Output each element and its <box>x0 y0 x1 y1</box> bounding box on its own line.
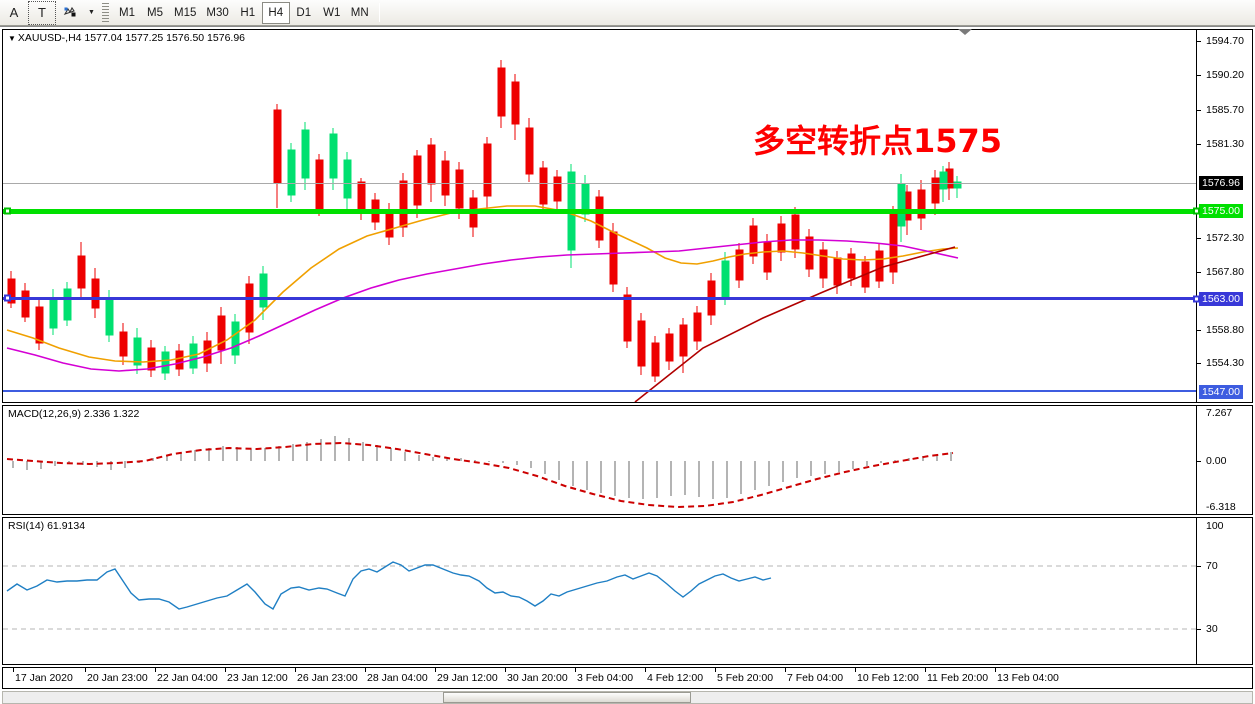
timeframe-m30[interactable]: M30 <box>206 6 229 19</box>
rsi-pane[interactable]: RSI(14) 61.9134 100 70 30 <box>2 517 1253 665</box>
rsi-series <box>3 561 1196 630</box>
time-tick-label: 30 Jan 20:00 <box>507 672 568 684</box>
text-label-tool-button[interactable]: T <box>28 0 56 25</box>
price-pane[interactable]: ▼ XAUUSD-,H4 1577.04 1577.25 1576.50 1576… <box>2 29 1253 403</box>
price-axis[interactable]: 1594.70 1590.20 1585.70 1581.30 1576.96 … <box>1193 30 1252 402</box>
horizontal-scrollbar[interactable] <box>2 691 1253 704</box>
timeframe-mn[interactable]: MN <box>350 6 369 19</box>
macd-tick-label: 7.267 <box>1206 407 1233 419</box>
text-label-icon: T <box>38 5 46 20</box>
price-tick-label: 1594.70 <box>1206 35 1244 47</box>
level-line-1575[interactable] <box>3 209 1196 214</box>
rsi-tick-label: 70 <box>1206 560 1218 572</box>
text-tool-button[interactable]: A <box>1 2 27 24</box>
time-tick-label: 4 Feb 12:00 <box>647 672 704 684</box>
level-anchor-1575[interactable] <box>4 207 11 215</box>
time-tick-label: 13 Feb 04:00 <box>997 672 1059 684</box>
rsi-plot[interactable] <box>3 518 1196 664</box>
level-handle-1575[interactable] <box>1193 207 1200 215</box>
time-tick-label: 10 Feb 12:00 <box>857 672 919 684</box>
price-tick-label: 1558.80 <box>1206 324 1244 336</box>
level-chip-1563[interactable]: 1563.00 <box>1193 292 1243 306</box>
pane-divider-marker[interactable] <box>958 29 972 35</box>
level-line-1547[interactable] <box>3 390 1196 392</box>
time-tick-label: 26 Jan 23:00 <box>297 672 358 684</box>
collapse-icon[interactable]: ▼ <box>8 34 16 43</box>
price-tick-label: 1581.30 <box>1206 138 1244 150</box>
time-tick-label: 17 Jan 2020 <box>15 672 73 684</box>
price-tick-label: 1567.80 <box>1206 266 1244 278</box>
macd-signal-line <box>6 441 954 509</box>
time-tick-label: 20 Jan 23:00 <box>87 672 148 684</box>
ma-fast-line <box>6 205 959 363</box>
time-tick-label: 28 Jan 04:00 <box>367 672 428 684</box>
price-plot[interactable] <box>3 30 1196 402</box>
time-axis[interactable]: 17 Jan 2020 20 Jan 23:00 22 Jan 04:00 23… <box>2 667 1253 689</box>
timeframe-m1[interactable]: M1 <box>119 6 135 19</box>
toolbar-drag-handle[interactable] <box>102 2 109 23</box>
text-tool-icon: A <box>9 5 19 20</box>
macd-tick-label: 0.00 <box>1206 455 1227 467</box>
level-handle-1563[interactable] <box>1193 295 1200 303</box>
macd-tick-label: -6.318 <box>1206 501 1236 513</box>
timeframe-h1[interactable]: H1 <box>240 6 256 19</box>
time-tick-label: 3 Feb 04:00 <box>577 672 634 684</box>
candlestick-series <box>6 60 962 402</box>
current-price-chip: 1576.96 <box>1199 176 1243 190</box>
scrollbar-thumb[interactable] <box>443 692 691 703</box>
time-tick-label: 29 Jan 12:00 <box>437 672 498 684</box>
timeframe-w1[interactable]: W1 <box>323 6 341 19</box>
macd-plot[interactable] <box>3 406 1196 514</box>
macd-title: MACD(12,26,9) 2.336 1.322 <box>8 408 140 420</box>
drawing-tools-icon <box>63 5 78 20</box>
timeframe-d1[interactable]: D1 <box>296 6 312 19</box>
rsi-title: RSI(14) 61.9134 <box>8 520 86 532</box>
price-tick-label: 1585.70 <box>1206 104 1244 116</box>
trendline <box>634 246 956 402</box>
price-tick-label: 1554.30 <box>1206 357 1244 369</box>
rsi-line <box>6 561 772 610</box>
timeframe-m5[interactable]: M5 <box>147 6 163 19</box>
time-tick-label: 11 Feb 20:00 <box>927 672 989 684</box>
symbol-info-label: ▼ XAUUSD-,H4 1577.04 1577.25 1576.50 1576… <box>8 32 246 44</box>
level-anchor-1563[interactable] <box>4 294 11 302</box>
toolbar-separator <box>378 3 380 22</box>
level-line-current-price[interactable] <box>3 183 1196 184</box>
chart-area: ▼ XAUUSD-,H4 1577.04 1577.25 1576.50 1576… <box>0 26 1255 704</box>
macd-axis[interactable]: 7.267 0.00 -6.318 <box>1196 406 1252 514</box>
time-tick-label: 23 Jan 12:00 <box>227 672 288 684</box>
time-tick-label: 7 Feb 04:00 <box>787 672 844 684</box>
chart-annotation: 多空转折点1575 <box>753 122 1003 160</box>
time-tick-label: 22 Jan 04:00 <box>157 672 218 684</box>
toolbar: A T ▼ M1 M5 M15 M30 H1 H4 D1 W1 MN <box>0 0 1255 26</box>
macd-pane[interactable]: MACD(12,26,9) 2.336 1.322 <box>2 405 1253 515</box>
rsi-tick-label: 30 <box>1206 623 1218 635</box>
chevron-down-icon: ▼ <box>88 9 95 16</box>
price-tick-label: 1572.30 <box>1206 232 1244 244</box>
timeframe-h4[interactable]: H4 <box>261 1 290 24</box>
ma-slow-line <box>6 239 959 372</box>
macd-histogram <box>12 436 952 499</box>
drawing-tools-button[interactable] <box>57 2 83 24</box>
level-chip-1547[interactable]: 1547.00 <box>1199 385 1243 399</box>
price-tick-label: 1590.20 <box>1206 69 1244 81</box>
rsi-tick-label: 100 <box>1206 520 1224 532</box>
drawing-tools-dropdown[interactable]: ▼ <box>85 2 97 24</box>
level-chip-1575[interactable]: 1575.00 <box>1193 204 1243 218</box>
level-line-1563[interactable] <box>3 297 1196 300</box>
timeframe-m15[interactable]: M15 <box>174 6 197 19</box>
macd-series <box>6 436 954 509</box>
rsi-axis[interactable]: 100 70 30 <box>1196 518 1252 664</box>
time-tick-label: 5 Feb 20:00 <box>717 672 774 684</box>
